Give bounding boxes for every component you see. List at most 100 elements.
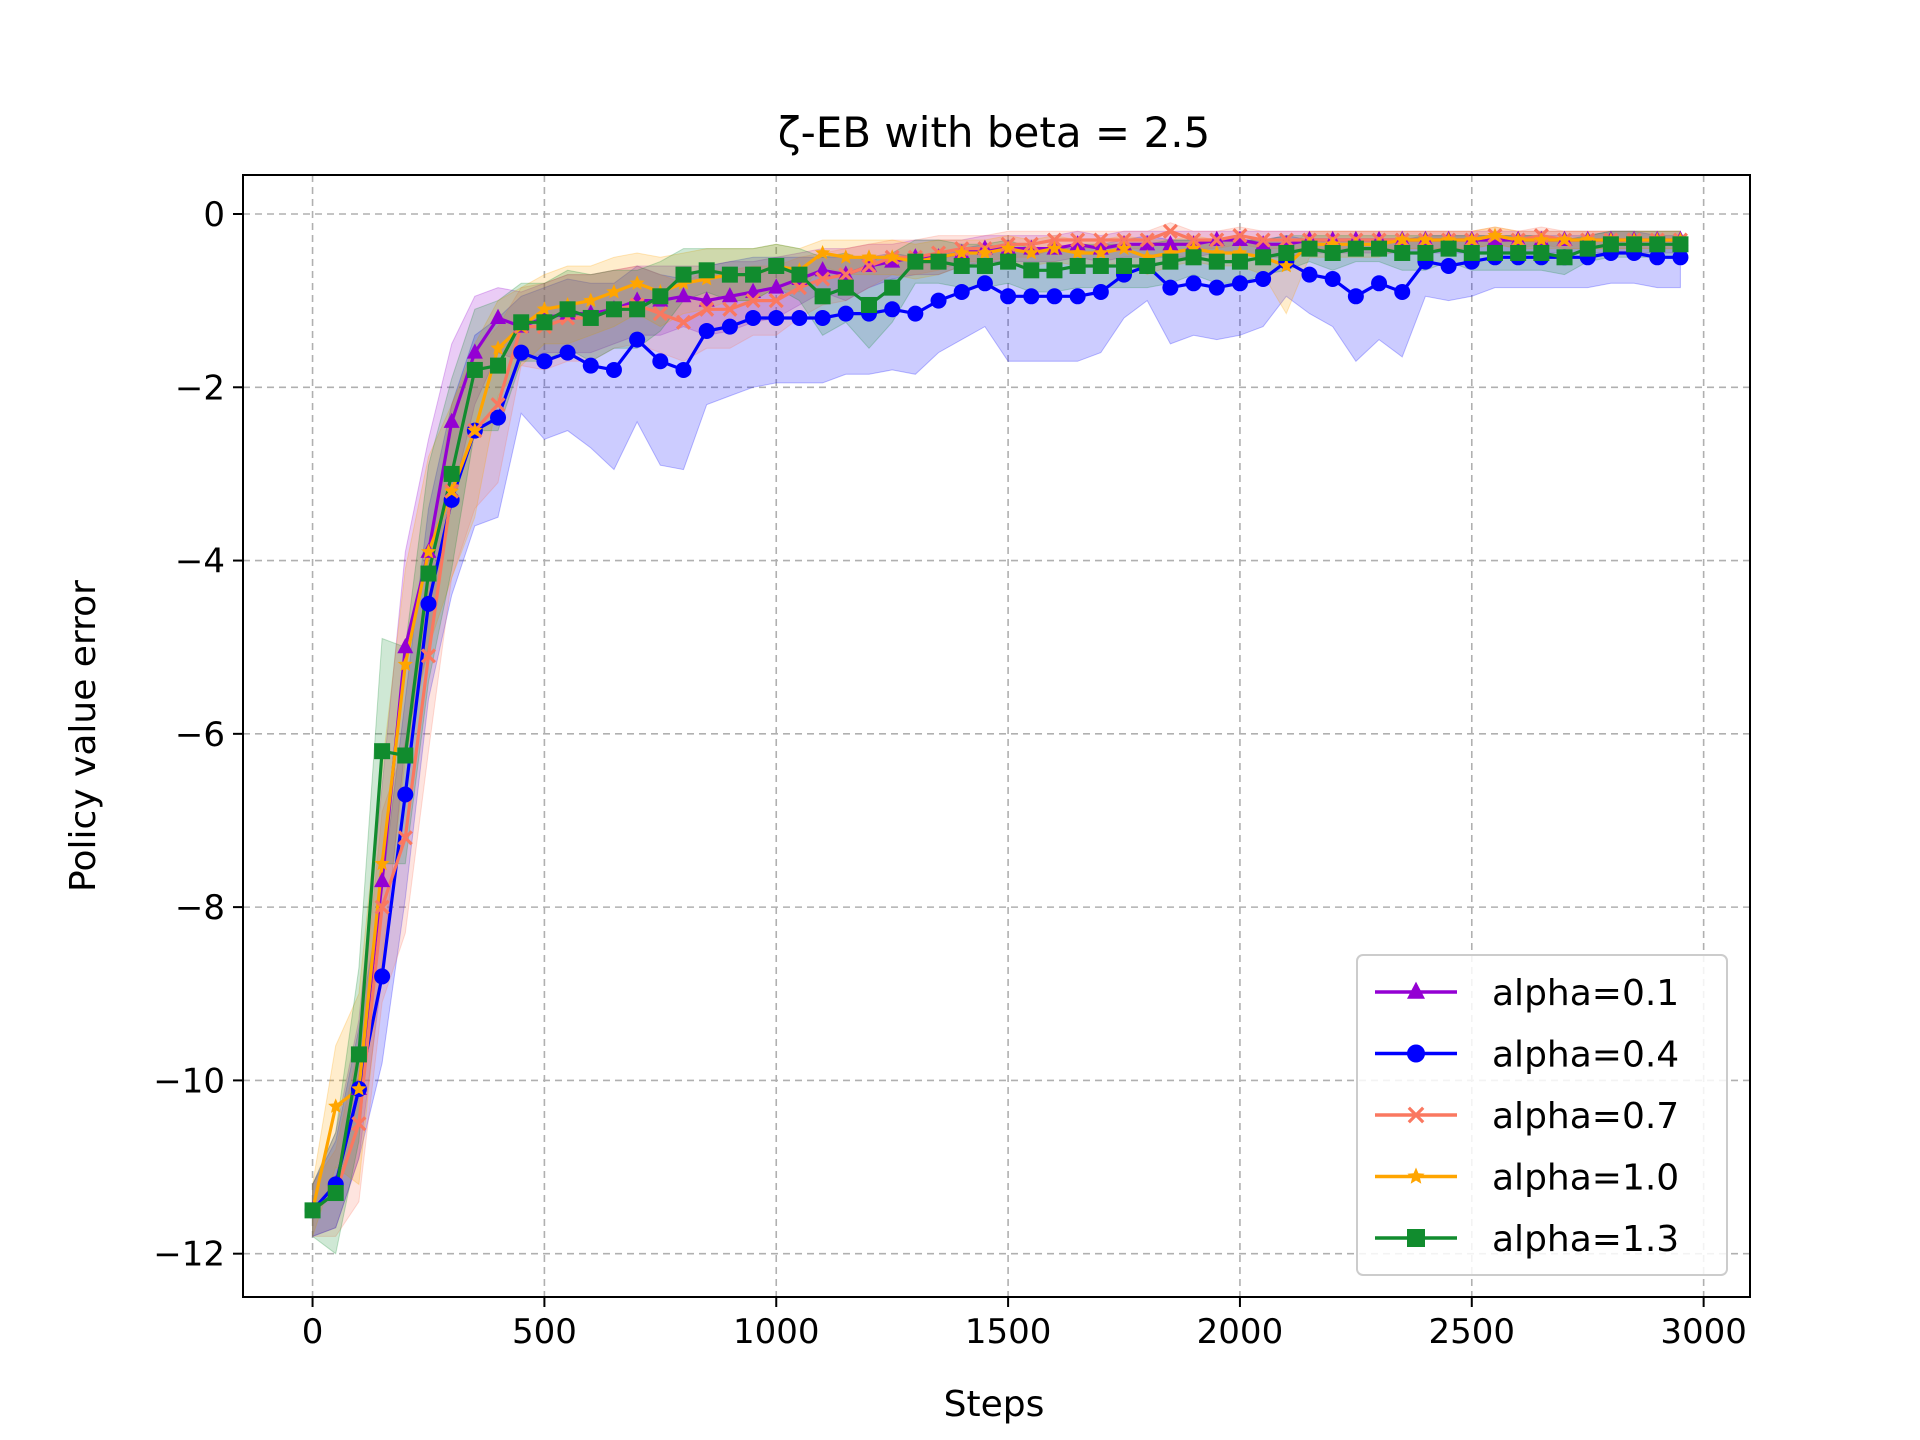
- data-point: [930, 292, 947, 309]
- legend-entry: alpha=0.7: [1375, 1096, 1679, 1137]
- data-point: [1092, 283, 1109, 300]
- series-markers: [304, 223, 1689, 1219]
- data-point: [536, 353, 553, 370]
- data-point: [1070, 232, 1086, 248]
- data-point: [745, 282, 762, 298]
- legend-label: alpha=0.7: [1492, 1096, 1679, 1137]
- data-point: [605, 301, 622, 318]
- data-point: [791, 280, 807, 296]
- data-point: [629, 331, 646, 348]
- data-point: [1116, 240, 1132, 256]
- data-point: [1556, 249, 1573, 266]
- data-point: [444, 483, 460, 498]
- data-point: [1000, 240, 1016, 256]
- data-point: [1116, 232, 1132, 248]
- series-markers-5: [304, 236, 1689, 1219]
- data-point: [1394, 232, 1410, 247]
- legend-marker: [1407, 1167, 1425, 1184]
- data-point: [1000, 253, 1017, 270]
- data-point: [953, 283, 970, 300]
- data-point: [443, 465, 460, 482]
- data-point: [1556, 232, 1573, 247]
- data-point: [815, 271, 831, 287]
- data-point: [791, 266, 808, 283]
- data-point: [745, 309, 762, 326]
- data-point: [536, 314, 553, 331]
- data-point: [1602, 236, 1619, 253]
- data-point: [582, 357, 599, 374]
- data-point: [397, 786, 414, 803]
- data-point: [513, 344, 530, 361]
- data-point: [490, 357, 507, 374]
- data-point: [861, 249, 877, 264]
- data-point: [1464, 232, 1480, 247]
- data-point: [884, 301, 901, 318]
- data-point: [420, 565, 437, 582]
- data-point: [1162, 279, 1179, 296]
- data-point: [1672, 249, 1689, 266]
- data-point: [1023, 245, 1039, 260]
- data-point: [699, 301, 715, 317]
- data-point: [1278, 244, 1295, 261]
- data-point: [629, 275, 645, 290]
- data-point: [652, 353, 669, 370]
- plot-frame: [242, 174, 1751, 1298]
- data-point: [814, 309, 831, 326]
- legend-marker: [1407, 1106, 1425, 1124]
- data-point: [1255, 270, 1272, 287]
- series-markers-4: [304, 227, 1689, 1217]
- data-point: [1510, 244, 1527, 261]
- data-point: [907, 305, 924, 322]
- x-axis-ticks: 0 500 1000 1500 2000 2500 3000: [302, 1297, 1747, 1352]
- data-point: [1347, 288, 1364, 305]
- data-point: [466, 343, 483, 359]
- data-point: [652, 288, 669, 305]
- y-tick-label: −6: [175, 715, 225, 755]
- data-point: [490, 397, 506, 413]
- data-point: [1255, 232, 1271, 248]
- data-point: [1093, 232, 1109, 248]
- data-point: [1208, 253, 1225, 270]
- data-point: [860, 296, 877, 313]
- data-point: [791, 309, 808, 326]
- data-point: [1046, 288, 1063, 305]
- data-point: [1649, 236, 1666, 253]
- data-point: [722, 301, 738, 317]
- data-point: [397, 830, 413, 846]
- data-point: [351, 1081, 367, 1096]
- data-point: [698, 322, 715, 339]
- data-point: [1301, 240, 1318, 257]
- data-point: [1394, 283, 1411, 300]
- data-point: [1162, 235, 1179, 251]
- data-point: [1486, 244, 1503, 261]
- data-point: [559, 301, 576, 318]
- data-point: [304, 1202, 321, 1219]
- data-point: [652, 306, 668, 322]
- data-point: [768, 309, 785, 326]
- data-point: [953, 257, 970, 274]
- data-point: [1371, 240, 1388, 257]
- legend-label: alpha=0.1: [1492, 973, 1679, 1014]
- data-point: [605, 361, 622, 378]
- axes-frame: [242, 174, 1751, 1298]
- legend-label: alpha=0.4: [1492, 1035, 1679, 1076]
- y-tick-label: 0: [203, 195, 225, 235]
- data-point: [1231, 230, 1248, 246]
- data-point: [768, 257, 785, 274]
- data-point: [1139, 235, 1156, 251]
- data-point: [374, 871, 391, 888]
- legend-marker: [1407, 1044, 1425, 1063]
- data-point: [1046, 262, 1063, 279]
- data-point: [1301, 266, 1318, 283]
- data-point: [1463, 244, 1480, 261]
- data-point: [698, 262, 715, 279]
- data-point: [1046, 232, 1062, 248]
- data-point: [1208, 279, 1225, 296]
- data-point: [1440, 240, 1457, 257]
- data-point: [559, 344, 576, 361]
- data-point: [1533, 232, 1549, 247]
- data-point: [1185, 249, 1202, 266]
- data-point: [443, 412, 460, 428]
- legend-label: alpha=1.0: [1492, 1158, 1679, 1199]
